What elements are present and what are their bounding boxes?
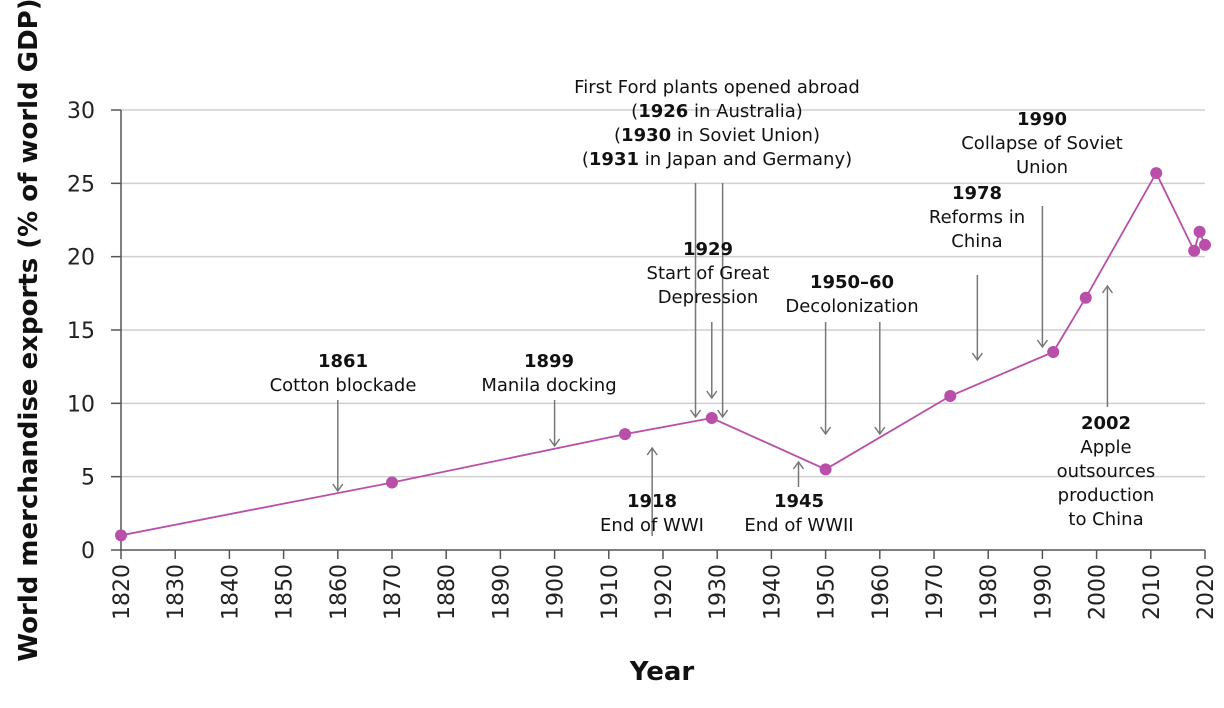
annotation-1950-line: Decolonization — [785, 296, 918, 317]
y-tick-label: 15 — [67, 319, 95, 344]
annotation-1978-line: China — [951, 231, 1002, 252]
data-point — [1150, 167, 1163, 180]
x-tick-label: 1870 — [381, 564, 406, 620]
annotation-1929-line: Start of Great — [647, 263, 770, 284]
annotation-1950-line: 1950–60 — [810, 272, 894, 293]
annotation-arrowhead-1861 — [332, 483, 344, 493]
y-tick-label: 5 — [81, 466, 95, 491]
data-point — [386, 476, 398, 489]
y-tick-label: 10 — [67, 392, 95, 417]
x-tick-label: 2010 — [1140, 564, 1165, 620]
annotation-arrows — [332, 183, 1114, 536]
y-tick-label: 20 — [67, 246, 95, 271]
annotation-arrowhead-1945 — [792, 460, 805, 470]
annotation-1929-line: Depression — [658, 287, 759, 308]
x-tick-labels: 1820 1830 1840 1850 1860 1870 1880 1890 1900 1910… — [110, 564, 1219, 620]
annotation-1918-line: 1918 — [627, 491, 677, 512]
x-tick-label: 1950 — [815, 564, 840, 620]
data-point — [115, 529, 127, 542]
data-point — [944, 390, 957, 402]
annotations: First Ford plants opened abroad (1926 in … — [270, 77, 1156, 536]
annotation-1929-line: 1929 — [683, 239, 733, 260]
y-tick-label: 30 — [67, 99, 95, 124]
annotation-1945-line: End of WWII — [744, 515, 853, 536]
annotation-1990-line: 1990 — [1017, 109, 1067, 130]
x-tick-label: 1840 — [218, 564, 243, 620]
x-tick-label: 1930 — [706, 564, 731, 620]
annotation-ford-line: (1930 in Soviet Union) — [614, 125, 820, 146]
data-point — [619, 428, 632, 441]
x-tick-label: 1920 — [652, 564, 677, 620]
annotation-ford-line: First Ford plants opened abroad — [574, 77, 860, 98]
annotation-2002-line: Apple — [1080, 437, 1131, 458]
annotation-1990-line: Collapse of Soviet — [961, 133, 1123, 154]
annotation-1861-line: 1861 — [318, 351, 368, 372]
x-tick-label: 1880 — [435, 564, 460, 620]
data-point — [1047, 346, 1060, 358]
annotation-1899-line: 1899 — [524, 351, 574, 372]
y-axis-title: World merchandise exports (% of world GD… — [14, 0, 44, 662]
annotation-1899-line: Manila docking — [481, 375, 616, 396]
data-point — [1193, 225, 1206, 238]
annotation-1990-line: Union — [1016, 157, 1068, 178]
annotation-1978-line: Reforms in — [929, 207, 1025, 228]
annotation-arrowhead-1929 — [706, 390, 718, 400]
x-tick-label: 1860 — [327, 564, 352, 620]
x-tick-label: 1990 — [1031, 564, 1056, 620]
annotation-arrowhead-ford — [717, 409, 729, 419]
annotation-arrowhead-1950 — [819, 426, 832, 436]
annotation-arrowhead-1950 — [874, 426, 886, 436]
annotation-arrowhead-1918 — [646, 446, 658, 456]
x-tick-label: 1980 — [977, 564, 1002, 620]
y-tick-label: 25 — [67, 172, 95, 197]
annotation-1945-line: 1945 — [774, 491, 824, 512]
data-point — [819, 463, 832, 476]
annotation-arrowhead-1978 — [971, 352, 983, 362]
annotation-2002-line: to China — [1068, 509, 1143, 530]
annotation-1978-line: 1978 — [952, 183, 1002, 204]
x-tick-label: 1900 — [544, 564, 569, 620]
x-tick-label: 2020 — [1194, 564, 1219, 620]
x-tick-label: 1960 — [869, 564, 894, 620]
gridlines — [121, 109, 1205, 478]
y-tick-label: 0 — [81, 539, 95, 564]
data-point — [705, 412, 718, 424]
x-tick-label: 1940 — [760, 564, 785, 620]
x-tick-label: 1820 — [110, 564, 135, 620]
data-point — [1199, 238, 1211, 251]
x-tick-label: 1850 — [273, 564, 298, 620]
data-point — [1188, 244, 1201, 257]
x-tick-label: 1830 — [164, 564, 189, 620]
series — [115, 167, 1211, 542]
x-tick-label: 1970 — [923, 564, 948, 620]
y-tick-labels: 0 5 10 15 20 25 30 — [67, 99, 95, 564]
x-tick-label: 2000 — [1086, 564, 1111, 620]
annotation-ford-line: (1931 in Japan and Germany) — [582, 149, 852, 170]
annotation-2002-line: 2002 — [1081, 413, 1131, 434]
annotation-1918-line: End of WWI — [600, 515, 704, 536]
x-tick-label: 1890 — [489, 564, 514, 620]
data-point — [1079, 291, 1092, 304]
annotation-arrowhead-ford — [689, 409, 702, 419]
annotation-2002-line: outsources — [1057, 461, 1156, 482]
annotation-ford-line: (1926 in Australia) — [631, 101, 803, 122]
annotation-1861-line: Cotton blockade — [270, 375, 417, 396]
x-axis-title: Year — [629, 657, 695, 687]
annotation-2002-line: production — [1058, 485, 1155, 506]
annotation-arrowhead-1899 — [548, 438, 561, 448]
x-tick-label: 1910 — [598, 564, 623, 620]
axes — [111, 109, 1206, 559]
annotation-arrowhead-1990 — [1036, 339, 1049, 349]
annotation-arrowhead-2002 — [1101, 284, 1114, 294]
